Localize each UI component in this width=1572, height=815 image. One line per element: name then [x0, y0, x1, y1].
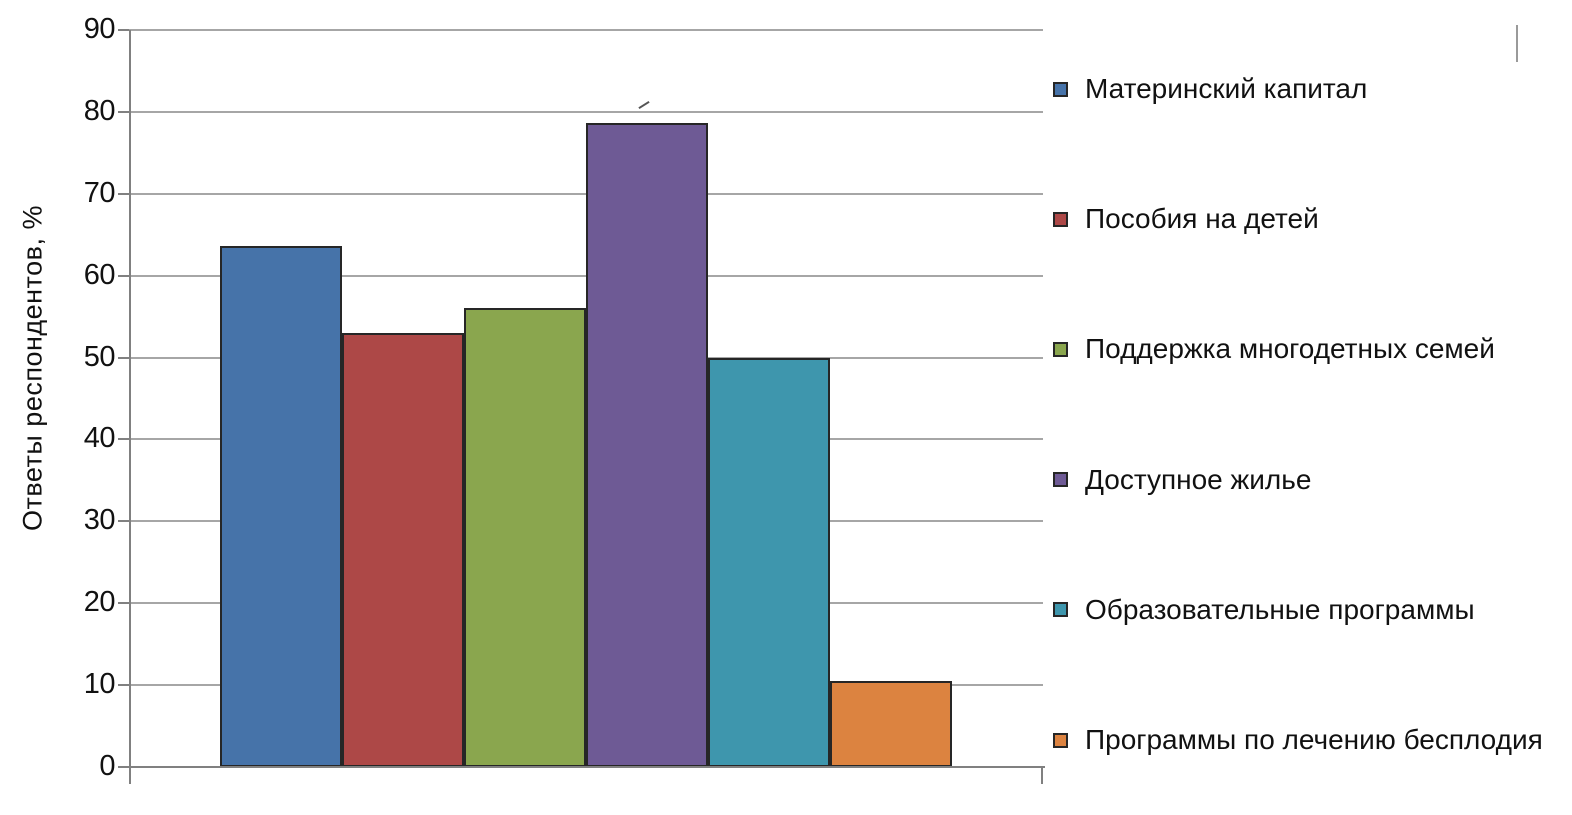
y-tick-label-70: 70 [83, 176, 116, 209]
legend-item-0: Материнский капитал [1053, 75, 1367, 103]
bar-2 [464, 308, 586, 767]
x-tick-start [129, 768, 131, 784]
legend-label: Материнский капитал [1085, 73, 1368, 104]
gridline-80 [129, 110, 1043, 113]
y-tick-50 [118, 356, 129, 359]
y-tick-10 [118, 684, 129, 687]
legend-swatch-icon [1053, 211, 1068, 227]
y-tick-label-90: 90 [83, 12, 116, 45]
x-tick-end [1041, 768, 1043, 784]
bar-3 [586, 122, 708, 767]
y-tick-20 [118, 602, 129, 605]
legend-label: Поддержка многодетных семей [1085, 333, 1495, 365]
y-tick-0 [118, 766, 129, 768]
legend-swatch-icon [1053, 472, 1068, 488]
legend-label: Образовательные программы [1085, 593, 1475, 625]
y-axis-line [129, 30, 131, 769]
y-tick-90 [118, 29, 129, 31]
bar-5 [830, 681, 952, 767]
y-tick-label-40: 40 [83, 422, 116, 455]
legend-swatch-icon [1053, 341, 1068, 357]
y-tick-70 [118, 192, 129, 195]
legend-label: Пособия на детей [1085, 203, 1319, 235]
bar-1 [342, 333, 464, 767]
y-tick-label-0: 0 [99, 749, 115, 782]
gridline-90 [129, 29, 1043, 31]
y-tick-label-30: 30 [83, 504, 116, 537]
legend-label: Доступное жилье [1085, 463, 1312, 495]
y-tick-40 [118, 438, 129, 441]
legend-swatch-icon [1053, 602, 1068, 618]
y-tick-30 [118, 520, 129, 523]
y-tick-label-60: 60 [83, 258, 116, 291]
bar-4 [708, 357, 830, 767]
y-tick-label-10: 10 [83, 668, 116, 701]
legend-swatch-icon [1053, 81, 1068, 97]
bar-0 [220, 246, 342, 767]
y-tick-labels: 0 10 20 30 40 50 60 70 80 90 [0, 14, 116, 780]
y-tick-80 [118, 110, 129, 113]
legend-item-3: Доступное жилье [1053, 463, 1312, 495]
legend-label: Программы по лечению бесплодия [1085, 724, 1543, 755]
legend-item-2: Поддержка многодетных семей [1053, 335, 1495, 363]
y-tick-label-80: 80 [83, 94, 116, 127]
legend-item-1: Пособия на детей [1053, 205, 1319, 233]
y-tick-label-20: 20 [83, 586, 116, 619]
x-axis-line [129, 766, 1045, 768]
y-tick-60 [118, 274, 129, 277]
plot-area [118, 29, 1043, 784]
legend-item-5: Программы по лечению бесплодия [1053, 726, 1543, 754]
y-tick-label-50: 50 [83, 340, 116, 373]
legend-item-4: Образовательные программы [1053, 593, 1475, 625]
legend-swatch-icon [1053, 732, 1068, 748]
top-right-line-artifact [1516, 25, 1518, 62]
